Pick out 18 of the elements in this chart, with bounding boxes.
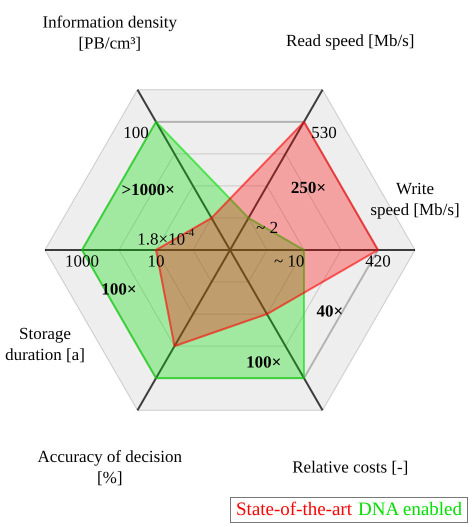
text: DNA enabled [358,499,462,521]
text: >1000× [121,180,175,199]
text: 40× [316,301,344,320]
text: 100× [101,279,137,298]
spoke-label: Information density [PB/cm³] [42,12,178,53]
text: 530 [311,122,337,142]
spoke-label: Relative costs [-] [292,458,408,477]
text: 100× [246,352,282,372]
text: 250× [290,178,326,197]
text: ~ 10 [274,251,304,270]
spoke-label: Write speed [Mb/s] [370,178,460,219]
text: State-of-the-art [236,499,352,521]
text: 420 [365,251,391,270]
spoke-label: Storage duration [a] [5,324,85,364]
text: 100 [123,122,149,142]
spoke-label: Accuracy of decision [%] [38,447,182,488]
spoke-label: Read speed [Mb/s] [286,31,414,50]
text: ~ 2 [256,218,278,238]
